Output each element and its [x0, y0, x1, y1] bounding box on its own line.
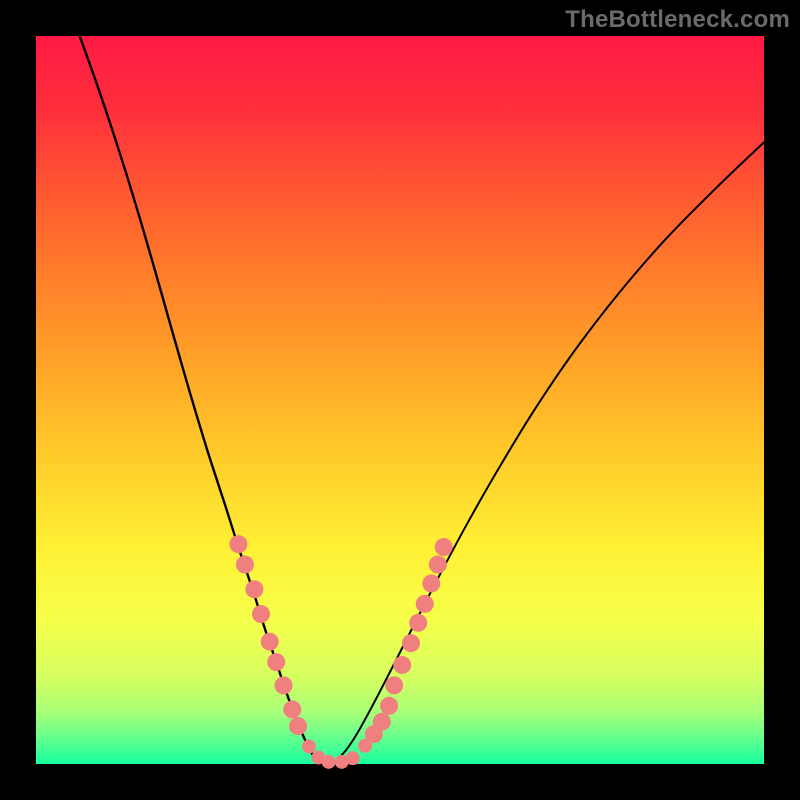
marker-point [393, 656, 411, 674]
marker-point [422, 574, 440, 592]
marker-point [283, 700, 301, 718]
marker-point [236, 556, 254, 574]
marker-point [402, 634, 420, 652]
marker-point [289, 717, 307, 735]
plot-background [36, 36, 764, 764]
marker-point [275, 676, 293, 694]
marker-point [416, 595, 434, 613]
marker-point [252, 605, 270, 623]
marker-point [261, 633, 279, 651]
marker-point [322, 755, 336, 769]
marker-point [435, 538, 453, 556]
chart-svg [0, 0, 800, 800]
marker-point [346, 751, 360, 765]
marker-point [245, 580, 263, 598]
marker-point [229, 535, 247, 553]
marker-point [409, 614, 427, 632]
marker-point [385, 676, 403, 694]
marker-point [267, 653, 285, 671]
marker-point [373, 713, 391, 731]
marker-point [429, 556, 447, 574]
marker-point [302, 740, 316, 754]
marker-point [380, 697, 398, 715]
